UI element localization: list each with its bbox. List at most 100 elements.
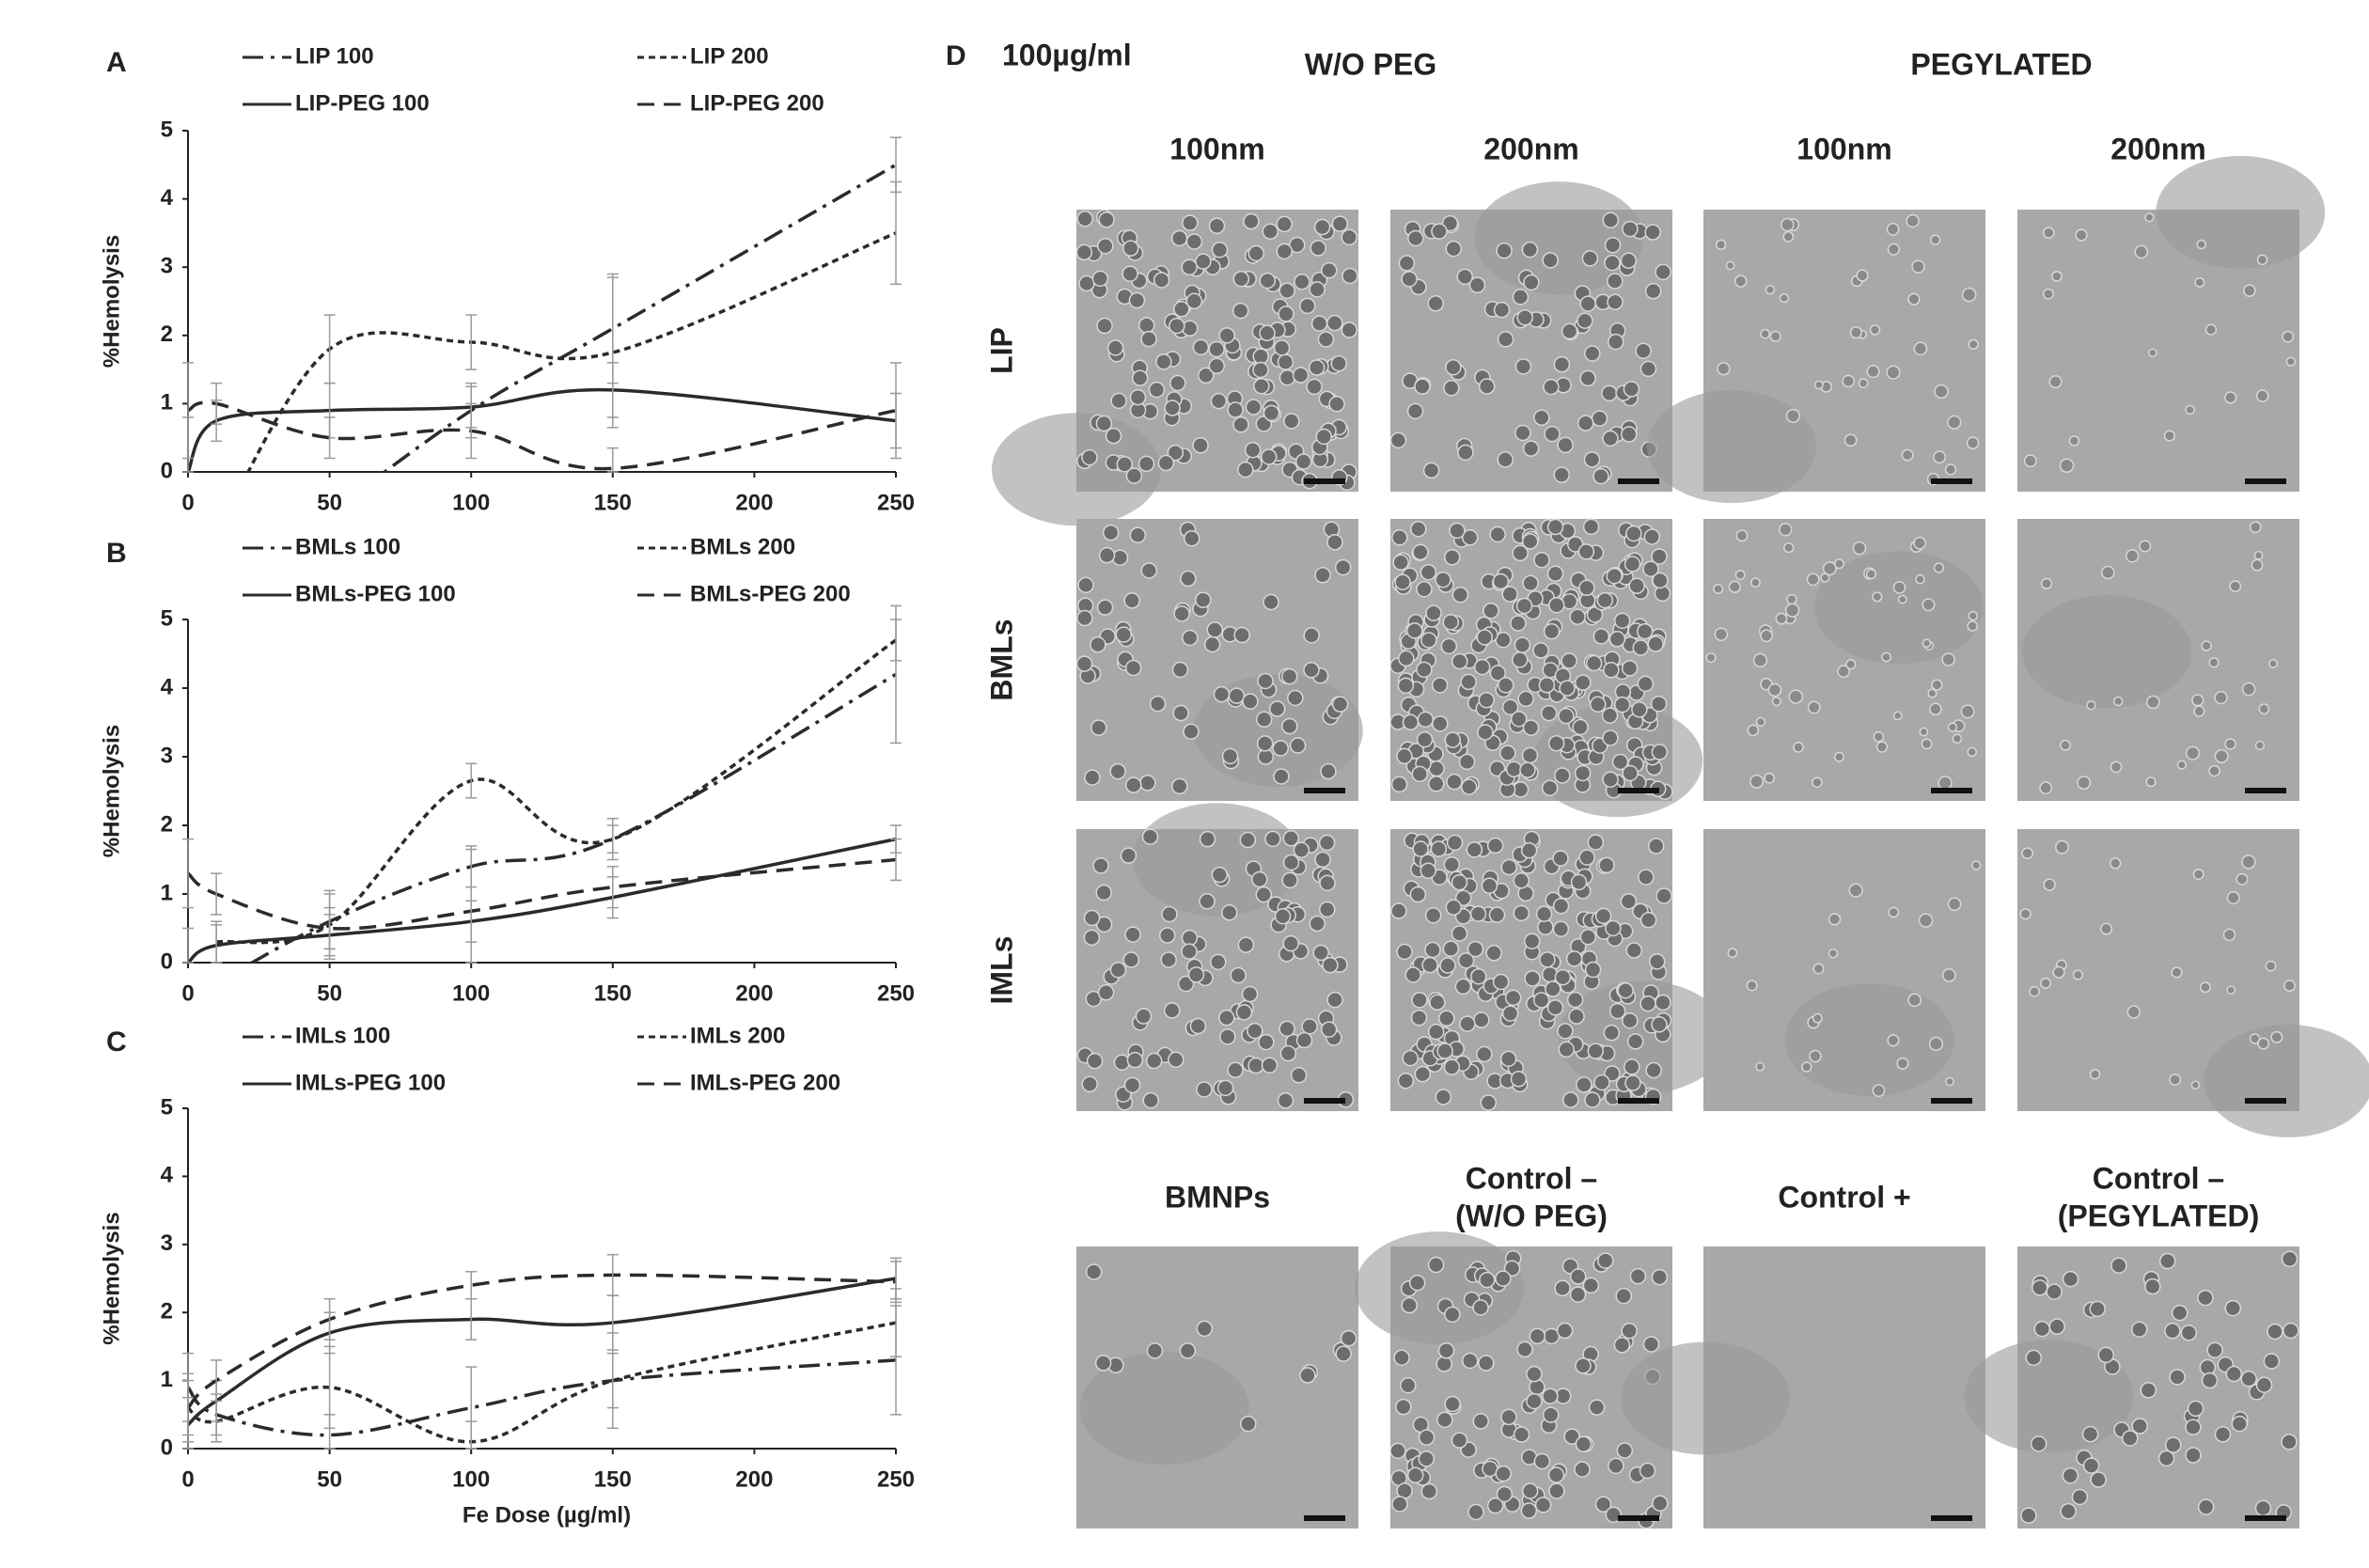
error-bar bbox=[890, 1261, 902, 1304]
scale-bar bbox=[2245, 1098, 2286, 1104]
cell bbox=[1800, 1061, 1812, 1073]
y-tick-label: 2 bbox=[161, 1299, 173, 1325]
cell bbox=[2031, 1278, 2048, 1296]
cell bbox=[1577, 312, 1593, 329]
cell bbox=[2052, 965, 2065, 979]
cell bbox=[1208, 217, 1226, 235]
cell bbox=[1148, 381, 1166, 399]
cell bbox=[1587, 834, 1605, 851]
legend-label: IMLs 100 bbox=[295, 1023, 390, 1048]
cell bbox=[1443, 379, 1460, 397]
cell bbox=[2090, 1471, 2107, 1488]
cell bbox=[1934, 384, 1949, 400]
cell bbox=[1441, 214, 1459, 232]
cell bbox=[1277, 1092, 1294, 1109]
cell bbox=[1479, 1271, 1496, 1289]
cell bbox=[1078, 274, 1095, 292]
cell bbox=[2039, 781, 2053, 795]
cell bbox=[1602, 771, 1619, 788]
cell bbox=[2171, 1304, 2189, 1322]
cell bbox=[1644, 282, 1662, 300]
cell bbox=[1306, 378, 1323, 396]
cell bbox=[1097, 984, 1115, 1001]
cell bbox=[2110, 760, 2123, 774]
cell bbox=[1460, 778, 1478, 795]
series-line bbox=[188, 1277, 897, 1426]
y-tick-label: 5 bbox=[161, 117, 173, 142]
cell bbox=[1421, 956, 1438, 974]
cell bbox=[1122, 951, 1139, 968]
cell bbox=[1521, 533, 1539, 550]
y-tick-label: 1 bbox=[161, 880, 173, 905]
series-line bbox=[215, 638, 898, 945]
row-label: IMLs bbox=[984, 936, 1018, 1005]
y-tick-label: 3 bbox=[161, 1231, 173, 1256]
cell bbox=[1418, 1450, 1436, 1467]
cell bbox=[1460, 673, 1477, 691]
cell bbox=[1779, 293, 1789, 304]
cell bbox=[2040, 577, 2053, 589]
cell bbox=[2165, 1436, 2182, 1453]
cell bbox=[1906, 213, 1920, 228]
row-label: LIP bbox=[984, 327, 1018, 374]
cell bbox=[2231, 1415, 2248, 1433]
cell bbox=[1227, 401, 1244, 418]
cell bbox=[1510, 1071, 1528, 1088]
cell bbox=[1211, 241, 1229, 259]
cell bbox=[1622, 764, 1639, 782]
cell bbox=[1449, 522, 1466, 540]
cell bbox=[1542, 1388, 1559, 1404]
cell bbox=[1558, 707, 1575, 725]
cell bbox=[1547, 1466, 1565, 1483]
cell bbox=[1184, 529, 1200, 547]
micrograph bbox=[1076, 1247, 1358, 1529]
cell bbox=[1539, 951, 1556, 968]
cell bbox=[1444, 1395, 1461, 1413]
cell bbox=[1638, 869, 1655, 886]
cell bbox=[2072, 969, 2083, 980]
error-bar bbox=[465, 848, 478, 964]
cell bbox=[2112, 696, 2124, 707]
cell bbox=[1414, 378, 1431, 395]
cell bbox=[1752, 652, 1768, 668]
cell bbox=[2199, 981, 2211, 994]
cell bbox=[2062, 1466, 2079, 1484]
cell bbox=[1760, 328, 1770, 339]
cell bbox=[1750, 577, 1761, 588]
control-label: (PEGYLATED) bbox=[2058, 1199, 2260, 1232]
cell bbox=[1187, 966, 1205, 983]
x-tick-label: 200 bbox=[735, 1466, 773, 1492]
cell bbox=[1918, 913, 1934, 928]
cell bbox=[1251, 870, 1268, 888]
cell bbox=[1331, 215, 1349, 232]
cell bbox=[1873, 730, 1885, 743]
cell bbox=[1505, 760, 1523, 778]
cell bbox=[1235, 1004, 1253, 1021]
cell bbox=[2086, 699, 2096, 711]
cell bbox=[1947, 722, 1958, 732]
cell bbox=[1167, 444, 1184, 462]
cell bbox=[1092, 857, 1109, 874]
cell bbox=[2251, 558, 2264, 572]
cell bbox=[1416, 580, 1433, 598]
error-bar bbox=[323, 416, 336, 460]
cell bbox=[1620, 893, 1638, 910]
cell bbox=[2226, 891, 2240, 905]
cell bbox=[2256, 254, 2268, 266]
scale-bar bbox=[1931, 1098, 1972, 1104]
cell bbox=[2131, 1418, 2148, 1435]
cell bbox=[1565, 950, 1583, 967]
cell bbox=[1651, 548, 1668, 565]
cell bbox=[1206, 621, 1224, 638]
cell bbox=[1806, 572, 1820, 587]
cell bbox=[1123, 1076, 1141, 1094]
cell bbox=[1558, 1041, 1575, 1058]
cell bbox=[1639, 912, 1657, 929]
cell bbox=[1496, 242, 1513, 259]
error-bar bbox=[465, 1420, 478, 1450]
cell bbox=[2214, 690, 2228, 705]
y-tick-label: 3 bbox=[161, 743, 173, 768]
cell bbox=[1192, 338, 1210, 356]
cell bbox=[2196, 239, 2206, 250]
cell bbox=[2257, 1037, 2270, 1050]
